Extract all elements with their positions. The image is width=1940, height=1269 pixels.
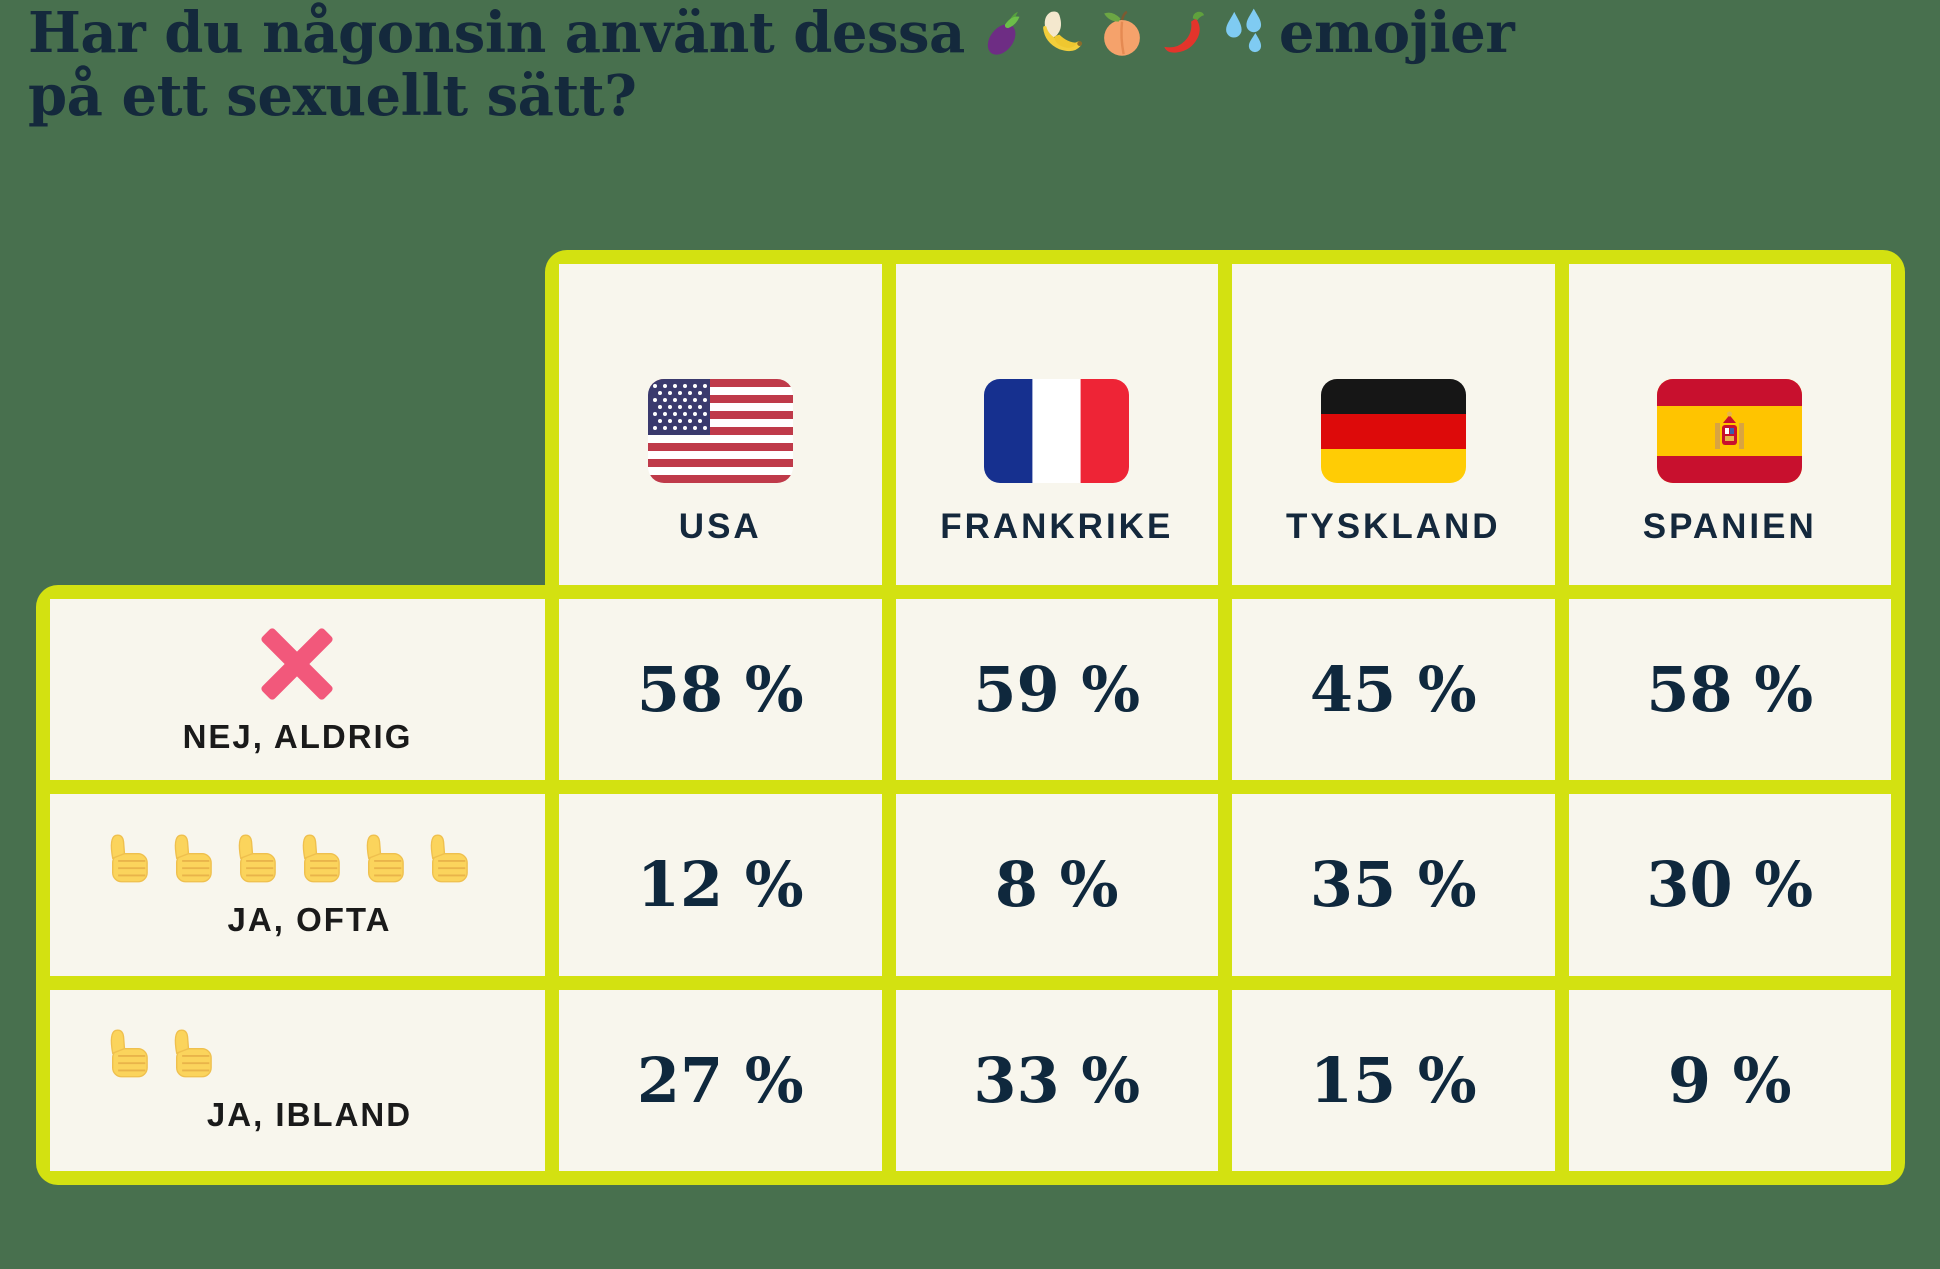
- eggplant-emoji: [974, 7, 1026, 59]
- thumbs-up-emoji: [356, 831, 414, 889]
- thumbs-up-emoji: [164, 831, 222, 889]
- value-ja-ofta-spanien: 30 %: [1646, 848, 1814, 922]
- row-label-ja-ofta: JA, OFTA: [227, 900, 392, 938]
- peach-emoji: [1096, 7, 1148, 59]
- table-cell: 30 %: [1568, 794, 1891, 976]
- value-nej-aldrig-usa: 58 %: [636, 653, 804, 727]
- table-cell: 12 %: [559, 794, 882, 976]
- column-label-usa: USA: [678, 507, 762, 546]
- hot-pepper-emoji: [1157, 7, 1209, 59]
- spain-flag: [1657, 379, 1803, 483]
- table-cell: 33 %: [895, 989, 1218, 1171]
- thumbs-up-emoji: [164, 1026, 222, 1084]
- table-cell: 45 %: [1232, 599, 1555, 781]
- column-label-tyskland: TYSKLAND: [1285, 507, 1501, 546]
- table-cell: 8 %: [895, 794, 1218, 976]
- column-label-frankrike: FRANKRIKE: [940, 507, 1174, 546]
- value-nej-aldrig-spanien: 58 %: [1646, 653, 1814, 727]
- sweat-droplets-emoji: [1218, 7, 1270, 59]
- column-label-spanien: SPANIEN: [1642, 507, 1817, 546]
- row-label-cell-nej-aldrig: NEJ, ALDRIG: [50, 599, 545, 781]
- thumbs-up-emoji: [100, 1026, 158, 1084]
- value-nej-aldrig-tyskland: 45 %: [1309, 653, 1477, 727]
- france-flag: [984, 379, 1130, 483]
- table-cell: 15 %: [1232, 989, 1555, 1171]
- banana-emoji: [1035, 7, 1087, 59]
- thumbs-up-emoji: [420, 831, 478, 889]
- thumbs-up-row: [100, 1026, 222, 1084]
- header-cell-usa: USA: [559, 264, 882, 585]
- header-cell-frankrike: FRANKRIKE: [895, 264, 1218, 585]
- row-label-nej-aldrig: NEJ, ALDRIG: [182, 717, 413, 755]
- value-ja-ibland-usa: 27 %: [636, 1043, 804, 1117]
- title-text-after: emojier: [1278, 0, 1515, 66]
- usa-flag: [647, 379, 793, 483]
- page-title: Har du någonsin använt dessa: [28, 0, 1515, 129]
- row-label-ja-ibland: JA, IBLAND: [206, 1096, 413, 1134]
- thumbs-up-emoji: [228, 831, 286, 889]
- value-nej-aldrig-frankrike: 59 %: [973, 653, 1141, 727]
- value-ja-ibland-tyskland: 15 %: [1309, 1043, 1477, 1117]
- thumbs-up-emoji: [100, 831, 158, 889]
- table-cell: 9 %: [1568, 989, 1891, 1171]
- title-line-1: Har du någonsin använt dessa: [28, 0, 1515, 66]
- title-line-2: på ett sexuellt sätt?: [28, 62, 637, 129]
- title-text-before: Har du någonsin använt dessa: [28, 0, 965, 66]
- value-ja-ibland-frankrike: 33 %: [973, 1043, 1141, 1117]
- value-ja-ofta-usa: 12 %: [636, 848, 804, 922]
- table-cell: 58 %: [1568, 599, 1891, 781]
- header-cell-tyskland: TYSKLAND: [1232, 264, 1555, 585]
- table-cell: 35 %: [1232, 794, 1555, 976]
- thumbs-up-emoji: [292, 831, 350, 889]
- value-ja-ibland-spanien: 9 %: [1667, 1043, 1792, 1117]
- germany-flag: [1320, 379, 1466, 483]
- value-ja-ofta-frankrike: 8 %: [994, 848, 1119, 922]
- thumbs-up-row: [100, 831, 478, 889]
- value-ja-ofta-tyskland: 35 %: [1309, 848, 1477, 922]
- header-cell-spanien: SPANIEN: [1568, 264, 1891, 585]
- row-label-cell-ja-ofta: JA, OFTA: [50, 794, 545, 976]
- cross-mark-emoji: [257, 624, 337, 704]
- table-header-block: USA FRANKRIKE TYSKLAND: [545, 250, 1905, 585]
- table-cell: 58 %: [559, 599, 882, 781]
- table-body-block: NEJ, ALDRIG JA, OFTA: [36, 585, 1905, 1185]
- row-label-cell-ja-ibland: JA, IBLAND: [50, 989, 545, 1171]
- table-cell: 59 %: [895, 599, 1218, 781]
- table-cell: 27 %: [559, 989, 882, 1171]
